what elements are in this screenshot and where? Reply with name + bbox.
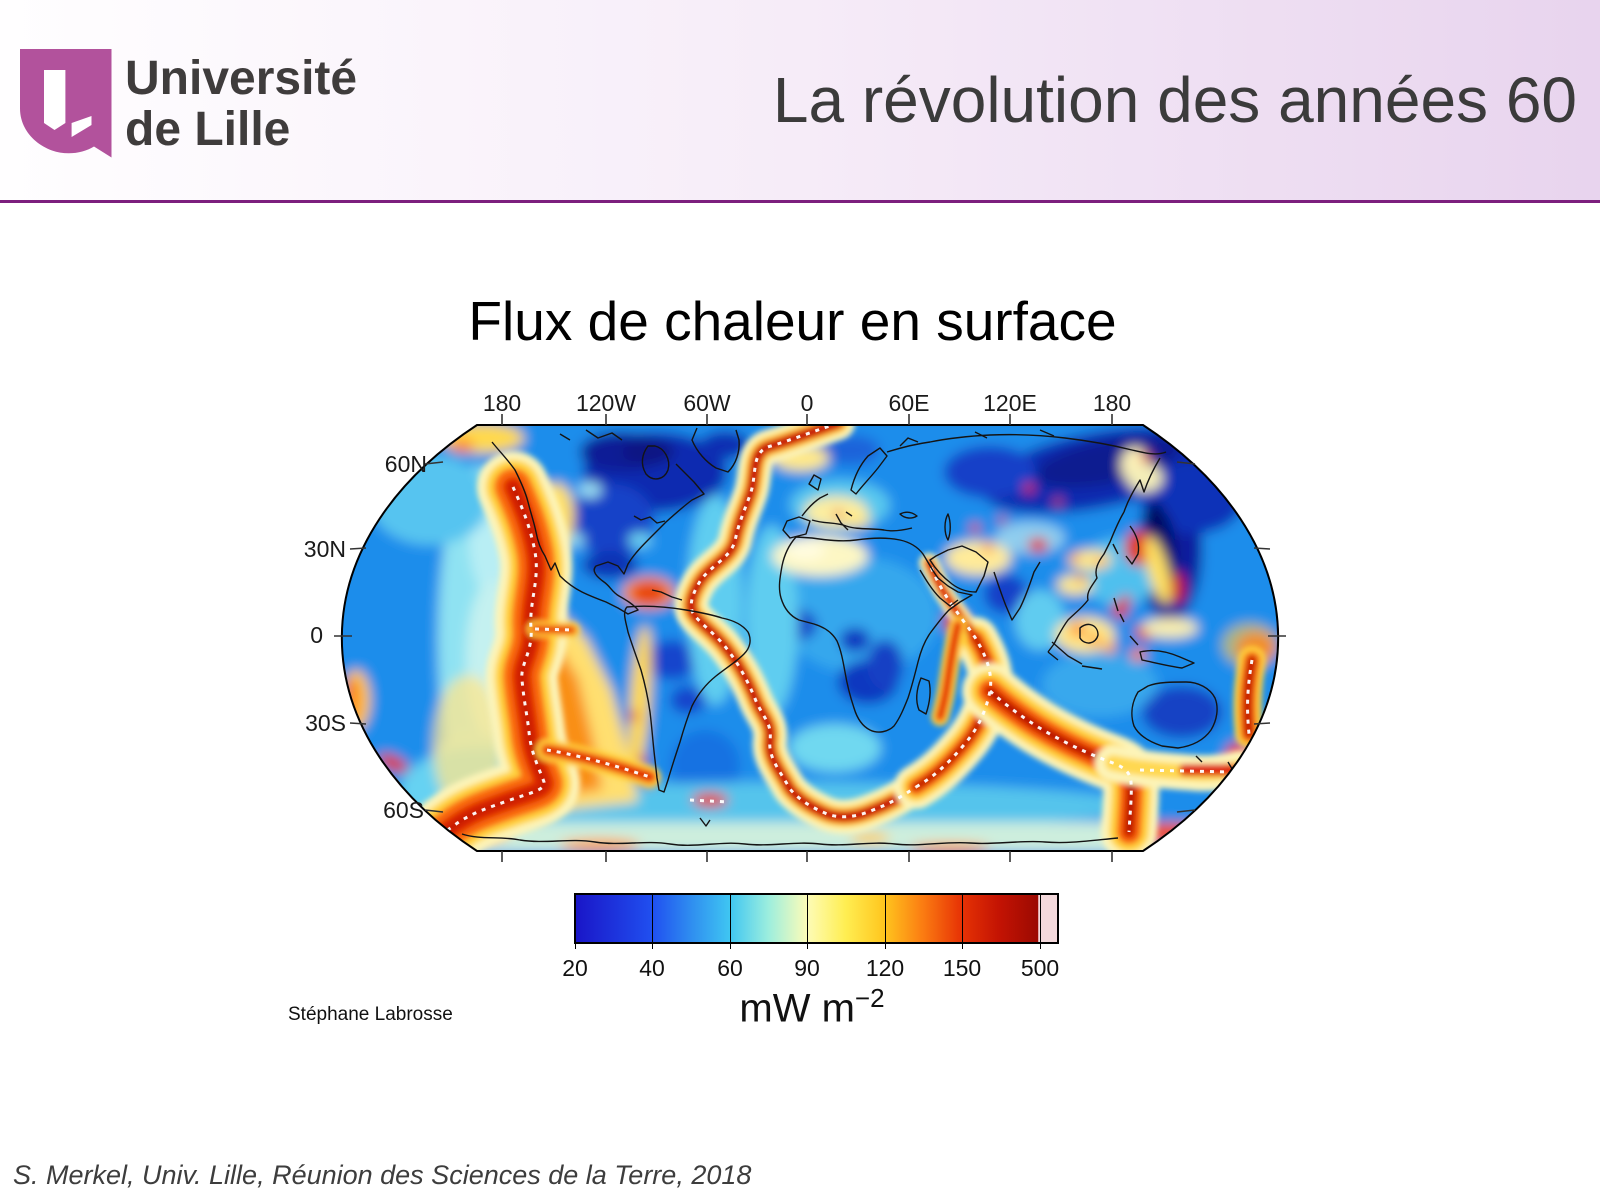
- svg-text:0: 0: [801, 390, 814, 416]
- svg-text:0: 0: [310, 622, 323, 648]
- svg-text:30N: 30N: [304, 536, 346, 562]
- svg-text:180: 180: [1093, 390, 1131, 416]
- svg-text:180: 180: [483, 390, 521, 416]
- svg-text:60W: 60W: [683, 390, 731, 416]
- svg-text:120W: 120W: [576, 390, 636, 416]
- svg-text:60S: 60S: [383, 797, 424, 823]
- svg-text:120E: 120E: [983, 390, 1037, 416]
- svg-text:60N: 60N: [385, 451, 427, 477]
- svg-text:30S: 30S: [305, 710, 346, 736]
- svg-text:60E: 60E: [889, 390, 930, 416]
